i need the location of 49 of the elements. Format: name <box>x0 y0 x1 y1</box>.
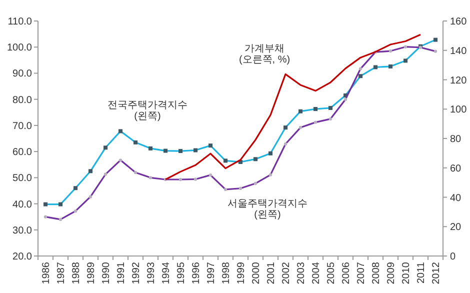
y-tick-label: 110.0 <box>8 16 32 28</box>
y2-tick-label: 160 <box>450 16 468 28</box>
x-tick-label: 1997 <box>206 262 217 284</box>
y2-tick-label: 20 <box>450 222 462 234</box>
y-tick-label: 80.0 <box>12 94 32 106</box>
x-tick-label: 1995 <box>176 262 187 284</box>
x-tick-label: 2000 <box>251 262 262 284</box>
y-tick-label: 40.0 <box>12 199 32 210</box>
x-tick-label: 2007 <box>356 262 367 284</box>
x-tick-label: 2001 <box>266 262 277 284</box>
x-tick-label: 2010 <box>401 262 412 284</box>
x-tick-label: 2003 <box>296 262 307 284</box>
y-tick-label: 90.0 <box>12 68 32 80</box>
y2-tick-label: 0 <box>450 252 456 262</box>
x-tick-label: 2006 <box>341 262 352 284</box>
y-tick-label: 60.0 <box>12 147 32 158</box>
y-tick-label: 20.0 <box>12 252 32 262</box>
y2-tick-label: 40 <box>450 192 462 204</box>
x-tick-label: 2002 <box>281 262 292 284</box>
y2-tick-label: 120 <box>450 75 468 86</box>
y-tick-label: 70.0 <box>12 120 32 132</box>
x-tick-label: 1991 <box>116 262 127 284</box>
series-label: 가계부채 (오른쪽, %) <box>238 44 290 66</box>
x-tick-label: 1999 <box>236 262 247 284</box>
y2-tick-label: 80 <box>450 134 462 145</box>
x-tick-label: 2009 <box>386 262 397 284</box>
x-tick-label: 1987 <box>56 262 67 284</box>
y-tick-label: 50.0 <box>12 173 32 184</box>
x-tick-label: 1989 <box>86 262 97 284</box>
x-tick-label: 2011 <box>416 262 427 284</box>
x-tick-label: 1992 <box>131 262 142 284</box>
x-tick-label: 1996 <box>191 262 202 284</box>
y-tick-label: 30.0 <box>12 225 32 236</box>
x-tick-label: 1994 <box>161 262 172 284</box>
x-tick-label: 2012 <box>431 262 442 284</box>
x-tick-label: 2008 <box>371 262 382 284</box>
x-tick-label: 1990 <box>101 262 112 284</box>
x-tick-label: 1988 <box>71 262 82 284</box>
y-tick-label: 100.0 <box>6 42 32 54</box>
y2-tick-label: 140 <box>450 46 468 57</box>
y2-tick-label: 60 <box>450 163 462 174</box>
x-tick-label: 1998 <box>221 262 232 284</box>
x-tick-label: 1986 <box>41 262 52 284</box>
series-label: 서울주택가격지수 (왼쪽) <box>228 198 308 221</box>
x-tick-label: 2004 <box>311 262 322 284</box>
x-tick-label: 1993 <box>146 262 157 284</box>
x-tick-label: 2005 <box>326 262 337 284</box>
y2-tick-label: 100 <box>450 104 468 116</box>
series-label: 전국주택가격지수 (왼쪽) <box>108 100 188 122</box>
